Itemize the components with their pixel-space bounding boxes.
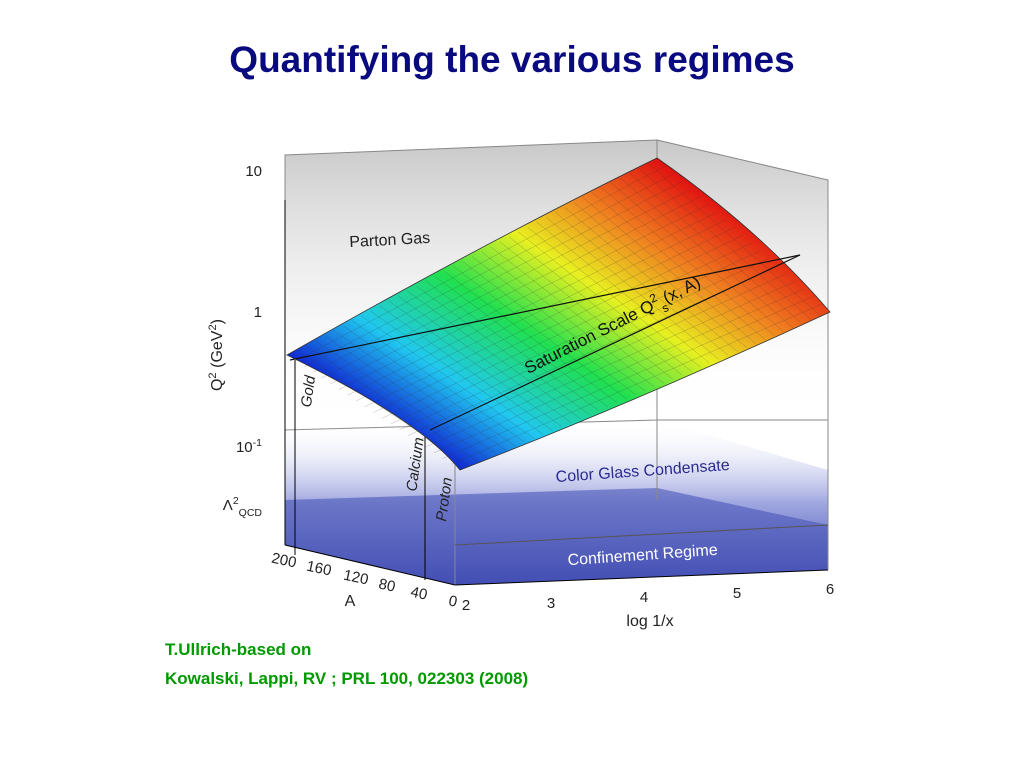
citation-line: Kowalski, Lappi, RV ; PRL 100, 022303 (2… [165, 669, 528, 688]
mesh-line [373, 234, 744, 413]
saturation-line [289, 254, 801, 361]
mesh-line [321, 188, 692, 379]
text-part: Λ [223, 497, 233, 514]
citation-line: T.Ullrich-based on [165, 640, 311, 659]
x-tick-label: 5 [733, 585, 741, 602]
mesh-line [416, 273, 787, 442]
text-part: (GeV [209, 330, 226, 372]
text-part: 10 [245, 163, 262, 180]
mesh-line [338, 204, 709, 390]
y-axis-label: Q2 (GeV2) [207, 319, 226, 391]
mesh-line [347, 211, 718, 396]
a-tick-label: 120 [342, 567, 370, 589]
a-tick-label: 80 [377, 576, 397, 596]
mesh-line [451, 304, 822, 465]
text-part: Q [209, 379, 226, 391]
text-part: QCD [239, 507, 263, 519]
mesh-line [295, 165, 666, 361]
text-part: 2 [207, 324, 219, 330]
text-part: 1 [254, 304, 262, 321]
y-tick-label: 10-1 [236, 437, 262, 456]
saturation-line [429, 254, 801, 431]
nucleus-label: Proton [433, 476, 456, 522]
mesh-line [304, 173, 675, 367]
a-tick-label: 160 [305, 558, 333, 580]
mesh-line [382, 242, 753, 419]
x-tick-label: 4 [640, 589, 648, 606]
mesh-line [399, 257, 770, 430]
mesh-line [364, 227, 735, 407]
mesh-line [433, 288, 805, 453]
x-tick-label: 2 [462, 597, 470, 614]
slide-title: Quantifying the various regimes [229, 39, 794, 80]
a-tick-label: 40 [409, 584, 429, 604]
mesh-line [442, 296, 813, 459]
saturation-surface [286, 157, 831, 471]
a-axis-label: A [345, 593, 356, 610]
mesh-line [356, 219, 727, 402]
text-part: s [659, 300, 671, 315]
mesh-line [330, 196, 701, 384]
text-part: 2 [207, 372, 219, 378]
mesh-line [312, 180, 684, 373]
x-tick-label: 3 [547, 595, 555, 612]
mesh-line [425, 281, 796, 448]
a-tick-label: 200 [270, 550, 298, 572]
y-tick-label: Λ2QCD [223, 495, 263, 519]
a-tick-label: 0 [447, 592, 459, 610]
nucleus-label: Gold [298, 374, 319, 408]
y-tick-label: 10 [245, 163, 262, 180]
y-tick-label: 1 [254, 304, 262, 321]
region-label: Parton Gas [349, 230, 431, 251]
text-part: 10 [236, 439, 253, 456]
mesh-line [390, 250, 761, 425]
text-part: -1 [253, 437, 262, 449]
x-axis-label: log 1/x [626, 613, 673, 630]
text-part: ) [209, 319, 226, 324]
x-tick-label: 6 [826, 581, 834, 598]
text-part: 2 [233, 495, 239, 507]
